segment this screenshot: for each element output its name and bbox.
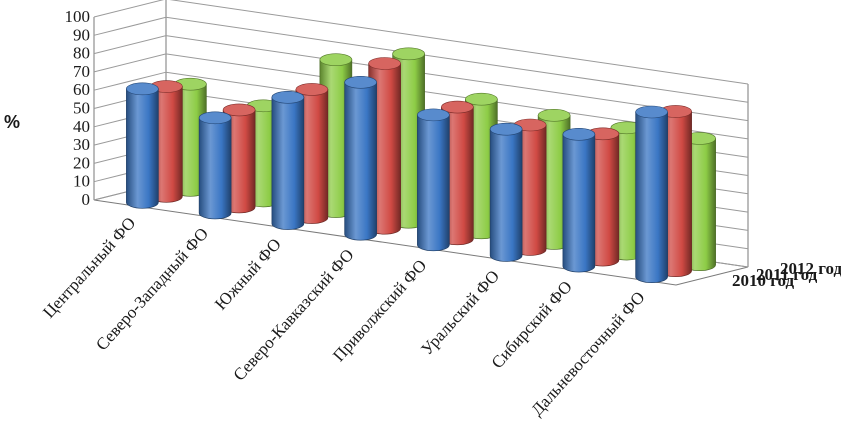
legend-entry: 2011 год [756,265,818,284]
bar-top [562,128,596,141]
y-tick-label: 90 [73,25,90,44]
bar-top [271,90,305,104]
bar-body [562,134,596,273]
gridline [93,35,749,122]
y-tick-label: 50 [73,99,90,118]
y-tick-label: 0 [82,190,91,209]
y-tick-label: 70 [73,62,90,81]
bar-top [126,82,159,96]
bars [126,47,716,283]
bar-1-6 [489,122,523,262]
bar-1-5 [417,108,450,252]
y-tick-label: 80 [73,44,90,63]
y-tick-label: 30 [73,135,90,154]
legend-entry: 2012 год [780,259,841,278]
y-tick-label: 20 [73,153,90,172]
y-axis-label: % [4,112,20,132]
bar-top [489,122,523,136]
category-label: Уральский ФО [417,266,503,358]
bar-1-1 [126,82,159,209]
bar-top [222,103,256,117]
bar-body [126,88,159,209]
category-label: Южный ФО [211,235,285,314]
bar-body [489,128,523,262]
bar-top [441,100,474,114]
bar-body [344,81,377,241]
bar-body [635,111,668,283]
bar-1-7 [562,128,596,273]
category-label: Сибирский ФО [488,277,576,372]
gridline [93,16,749,103]
bar-1-8 [635,105,668,283]
bar-top [344,75,377,89]
bar-1-4 [344,75,377,241]
bar-1-3 [271,90,305,230]
bar-top [319,53,353,66]
bar-top [295,83,329,96]
bar-top [368,57,401,70]
bar-top [392,47,425,61]
bar-top [417,108,450,122]
bar-top [465,92,498,106]
y-tick-label: 40 [73,117,90,136]
gridline [93,0,749,85]
bar-top [537,109,571,122]
bar-1-2 [198,111,232,220]
bar-body [271,96,305,230]
bar-top [635,105,668,119]
bar-top [198,111,232,125]
y-tick-label: 60 [73,80,90,99]
bar-body [417,114,450,252]
bar-body [198,117,232,220]
legend-entry: 2010 год [732,271,795,290]
y-tick-label: 10 [73,172,90,191]
y-tick-label: 100 [65,7,91,26]
